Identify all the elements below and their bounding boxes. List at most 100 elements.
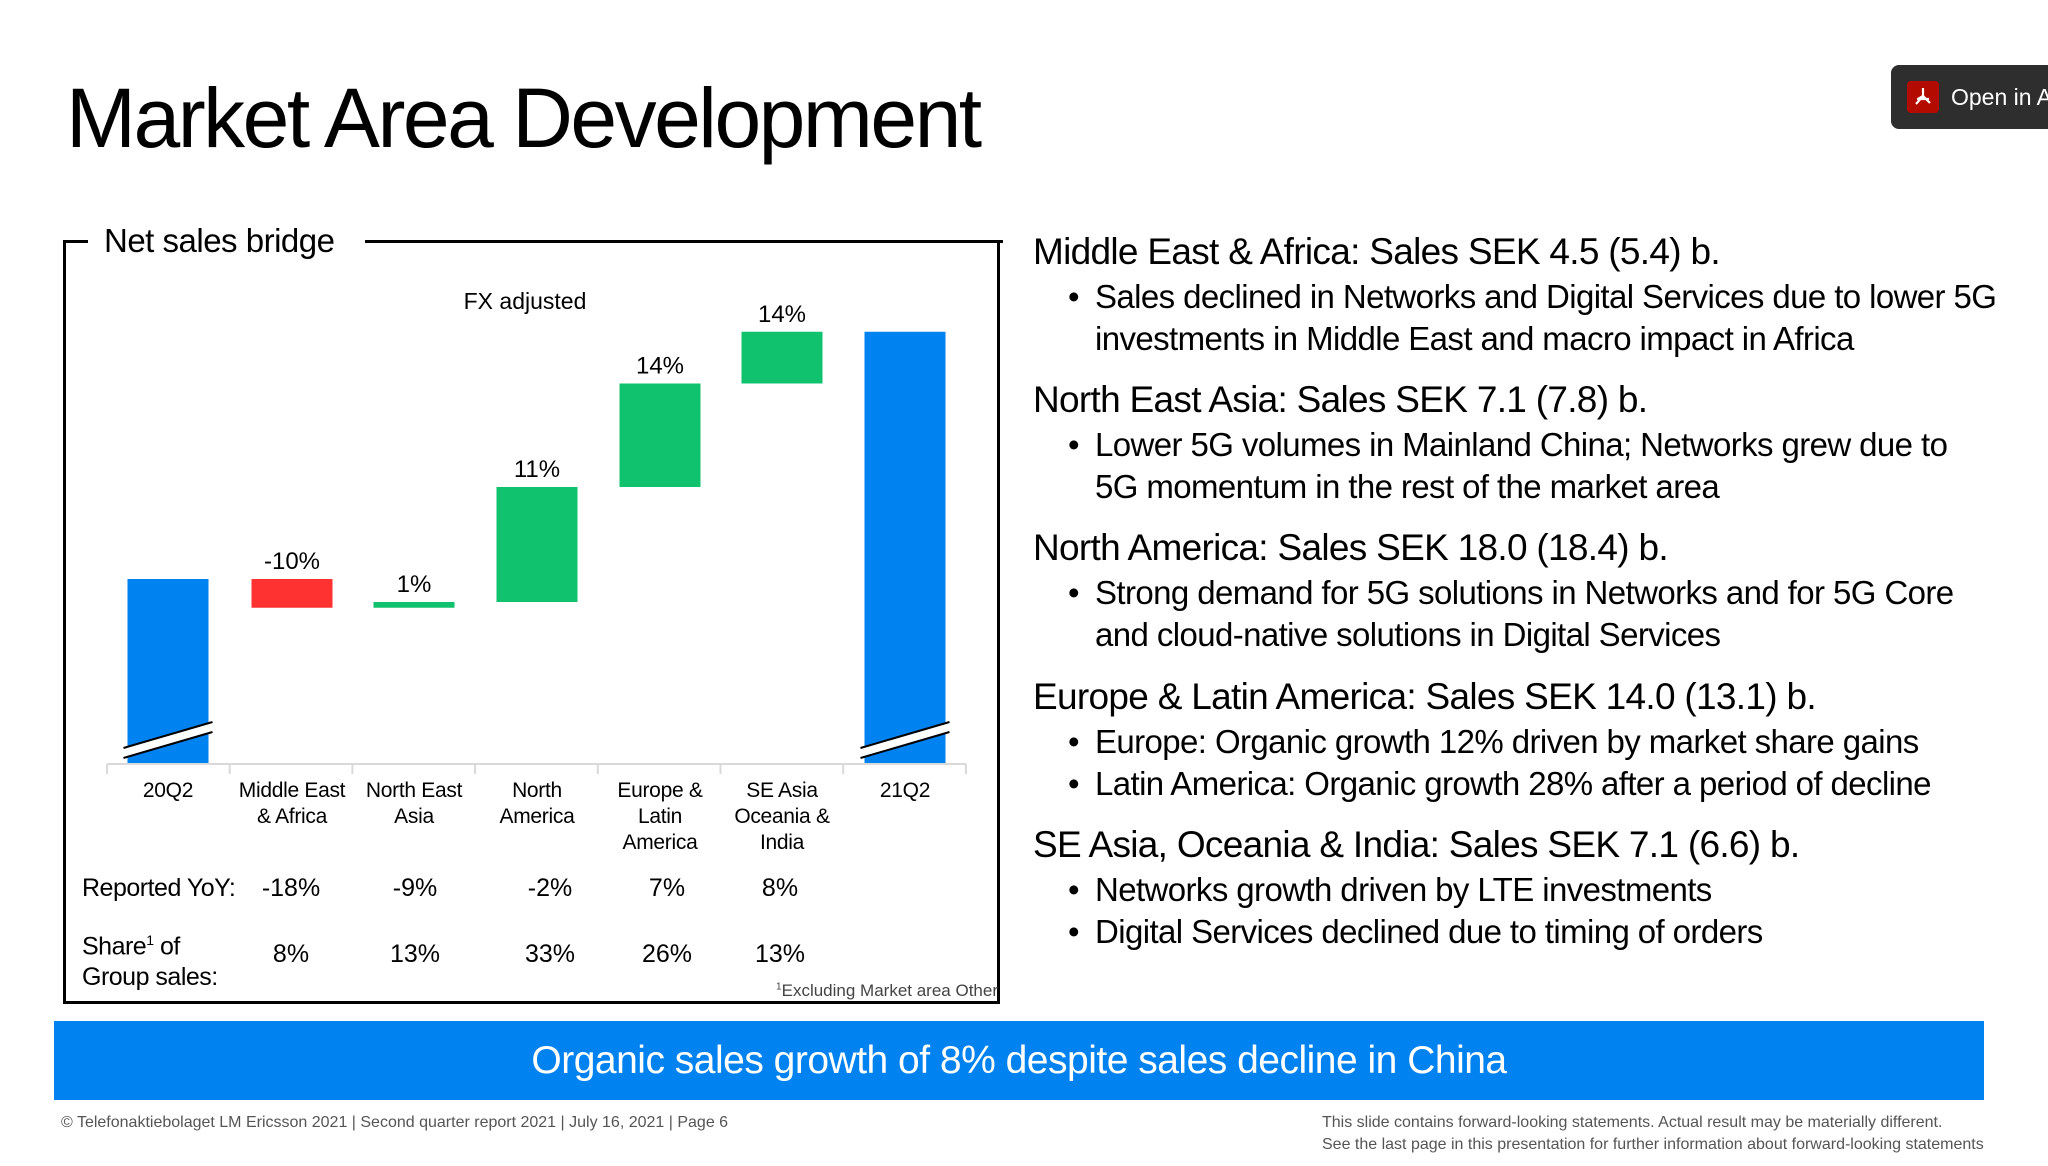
share-cell: 13% xyxy=(754,940,806,968)
acrobat-pdf-icon xyxy=(1907,81,1939,113)
category-label: SE Asia Oceania & India xyxy=(717,778,847,856)
category-label-line: North xyxy=(512,779,562,802)
category-label-line: SE Asia xyxy=(746,779,818,802)
category-label: 21Q2 xyxy=(840,778,970,804)
category-label: Middle East & Africa xyxy=(227,778,357,830)
share-cell: 13% xyxy=(389,940,441,968)
category-label-line: 21Q2 xyxy=(879,779,931,802)
bullet-text: Strong demand for 5G solutions in Networ… xyxy=(1095,574,1954,611)
bar-increase xyxy=(496,487,578,602)
category-label-line: America xyxy=(622,831,698,854)
share-cell: 26% xyxy=(641,940,693,968)
share-label: Share1 of Group sales: xyxy=(82,925,218,993)
bar-increase xyxy=(619,383,701,487)
bullet-icon: • xyxy=(1068,723,1080,760)
reported-cell: -9% xyxy=(392,874,438,902)
share-cell: 8% xyxy=(272,940,310,968)
axis-break-mark xyxy=(123,722,213,758)
data-label: 14% xyxy=(636,353,684,380)
bullet-item: • Lower 5G volumes in Mainland China; Net… xyxy=(1068,424,1948,508)
category-label-line: 20Q2 xyxy=(142,779,194,802)
bullet-text: Europe: Organic growth 12% driven by mar… xyxy=(1095,723,1919,760)
section-heading: Middle East & Africa: Sales SEK 4.5 (5.4… xyxy=(1033,231,1721,272)
share-label-of: of xyxy=(153,932,180,961)
section-heading: SE Asia, Oceania & India: Sales SEK 7.1 … xyxy=(1033,824,1800,865)
chart-frame-top-right xyxy=(365,240,1003,243)
bullet-item: • Networks growth driven by LTE investmen… xyxy=(1068,869,1712,911)
bullet-icon: • xyxy=(1068,278,1080,315)
bullet-text: Lower 5G volumes in Mainland China; Netw… xyxy=(1095,426,1948,463)
axis-break-mark xyxy=(860,722,950,758)
reported-cell: 8% xyxy=(761,874,799,902)
slide-title: Market Area Development xyxy=(66,71,982,165)
open-in-acrobat-button[interactable]: Open in A xyxy=(1891,65,2048,129)
category-label-line: North East xyxy=(365,779,463,802)
axis-break-line xyxy=(123,721,213,749)
bar-increase xyxy=(741,331,823,384)
chart-subtitle: FX adjusted xyxy=(464,288,587,314)
section-heading: Europe & Latin America: Sales SEK 14.0 (… xyxy=(1033,676,1817,717)
share-label-group: Group sales: xyxy=(82,963,218,992)
chart-frame xyxy=(63,242,1000,1004)
bullet-item: • Digital Services declined due to timing… xyxy=(1068,911,1763,953)
chart-title: Net sales bridge xyxy=(104,222,335,259)
bullet-text: Latin America: Organic growth 28% after … xyxy=(1095,765,1932,802)
bar-total-21Q2 xyxy=(864,331,946,763)
share-label-text: Share xyxy=(82,932,147,961)
bullet-icon: • xyxy=(1068,765,1080,802)
data-label: 11% xyxy=(514,456,560,483)
bullet-item: • Europe: Organic growth 12% driven by ma… xyxy=(1068,721,1919,763)
bullet-text: Sales declined in Networks and Digital S… xyxy=(1095,278,1997,315)
footnote-mark: 1 xyxy=(776,981,782,993)
reported-cell: -18% xyxy=(261,874,321,902)
waterfall-chart: FX adjusted -10% 1% 11% 14% 14% xyxy=(106,288,967,774)
category-label-line: India xyxy=(759,831,805,854)
bar-increase xyxy=(373,602,455,608)
chart-footnote: 1Excluding Market area Other xyxy=(776,981,998,1001)
chart-frame-top-left xyxy=(63,240,88,243)
reported-cell: 7% xyxy=(648,874,686,902)
category-label: North East Asia xyxy=(349,778,479,830)
category-label-line: Latin xyxy=(637,805,683,828)
data-label: -10% xyxy=(264,548,320,575)
footer-copyright: © Telefonaktiebolaget LM Ericsson 2021 |… xyxy=(61,1114,729,1131)
category-label-line: & Africa xyxy=(257,805,327,828)
bullet-icon: • xyxy=(1068,574,1080,611)
footnote-text: Excluding Market area Other xyxy=(781,981,998,1000)
bullet-icon: • xyxy=(1068,913,1080,950)
footer-disclaimer: This slide contains forward-looking stat… xyxy=(1322,1112,1984,1156)
category-label-line: Asia xyxy=(394,805,434,828)
section-heading: North America: Sales SEK 18.0 (18.4) b. xyxy=(1033,527,1669,568)
bullet-text: and cloud-native solutions in Digital Se… xyxy=(1095,616,1721,653)
category-label: 20Q2 xyxy=(103,778,233,804)
reported-yoy-label: Reported YoY: xyxy=(82,874,236,902)
bullet-text: Networks growth driven by LTE investment… xyxy=(1095,871,1712,908)
axis-break-line xyxy=(123,731,213,759)
category-label-line: Europe & xyxy=(617,779,703,802)
bullet-icon: • xyxy=(1068,871,1080,908)
share-footnote-mark: 1 xyxy=(146,932,154,948)
category-label-line: Middle East xyxy=(238,779,346,802)
data-label: 1% xyxy=(397,571,432,598)
section-heading: North East Asia: Sales SEK 7.1 (7.8) b. xyxy=(1033,379,1648,420)
bullet-item: • Strong demand for 5G solutions in Netwo… xyxy=(1068,572,1954,656)
bullet-text: 5G momentum in the rest of the market ar… xyxy=(1095,468,1720,505)
key-message-banner: Organic sales growth of 8% despite sales… xyxy=(54,1021,1984,1100)
bullet-item: • Latin America: Organic growth 28% after… xyxy=(1068,763,1932,805)
share-cell: 33% xyxy=(524,940,576,968)
axis-break-line xyxy=(860,731,950,759)
category-label: Europe & Latin America xyxy=(595,778,725,856)
bar-decrease xyxy=(251,579,333,608)
category-label: North America xyxy=(472,778,602,830)
bullet-text: investments in Middle East and macro imp… xyxy=(1095,320,1854,357)
disclaimer-line-2: See the last page in this presentation f… xyxy=(1322,1136,1984,1153)
axis-break-line xyxy=(860,721,950,749)
bullet-item: • Sales declined in Networks and Digital … xyxy=(1068,276,1997,360)
reported-cell: -2% xyxy=(527,874,573,902)
bullet-text: Digital Services declined due to timing … xyxy=(1095,913,1763,950)
data-label: 14% xyxy=(758,301,806,328)
category-label-line: Oceania & xyxy=(734,805,830,828)
category-label-line: America xyxy=(499,805,575,828)
open-button-label: Open in A xyxy=(1951,83,2048,110)
disclaimer-line-1: This slide contains forward-looking stat… xyxy=(1322,1114,1943,1131)
